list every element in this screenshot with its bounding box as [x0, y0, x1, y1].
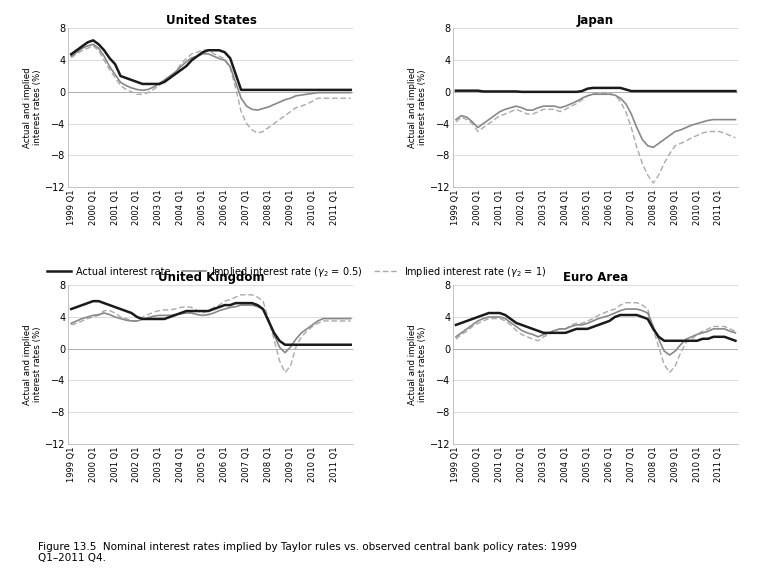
- Y-axis label: Actual and implied
interest rates (%): Actual and implied interest rates (%): [23, 67, 43, 148]
- Legend: Actual interest rate, Implied interest rate ($\gamma_2$ = 0.5), Implied interest: Actual interest rate, Implied interest r…: [43, 261, 549, 282]
- Title: Japan: Japan: [577, 14, 614, 27]
- Text: Figure 13.5  Nominal interest rates implied by Taylor rules vs. observed central: Figure 13.5 Nominal interest rates impli…: [38, 542, 577, 563]
- Title: United States: United States: [166, 14, 256, 27]
- Title: Euro Area: Euro Area: [563, 271, 629, 284]
- Y-axis label: Actual and implied
interest rates (%): Actual and implied interest rates (%): [408, 324, 427, 405]
- Y-axis label: Actual and implied
interest rates (%): Actual and implied interest rates (%): [23, 324, 43, 405]
- Title: United Kingdom: United Kingdom: [158, 271, 264, 284]
- Y-axis label: Actual and implied
interest rates (%): Actual and implied interest rates (%): [408, 67, 427, 148]
